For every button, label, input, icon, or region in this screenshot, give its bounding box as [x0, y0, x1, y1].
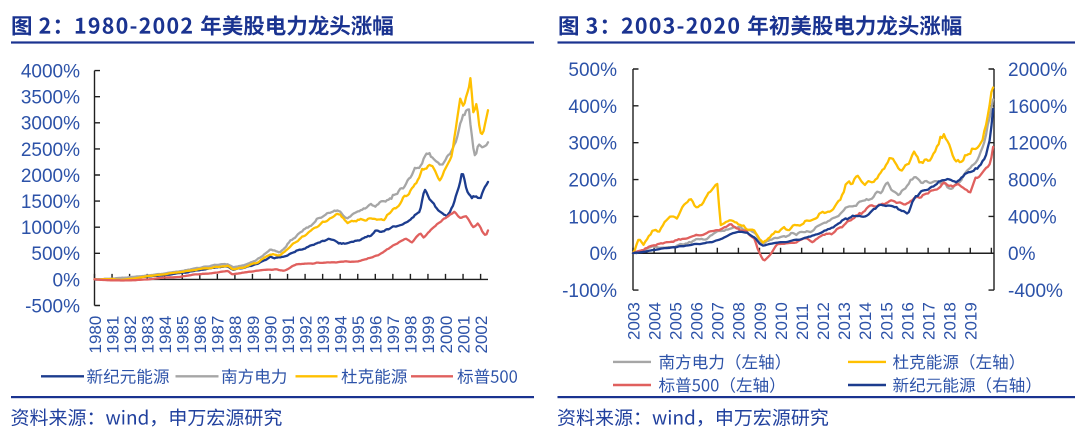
- svg-text:100%: 100%: [568, 207, 617, 228]
- svg-text:-500%: -500%: [25, 296, 80, 317]
- svg-text:1996: 1996: [367, 316, 386, 354]
- svg-text:-100%: -100%: [562, 281, 617, 302]
- svg-text:2015: 2015: [877, 302, 896, 340]
- svg-text:0%: 0%: [1008, 244, 1036, 265]
- svg-text:1986: 1986: [191, 316, 210, 354]
- svg-text:400%: 400%: [568, 97, 617, 118]
- svg-text:1987: 1987: [209, 316, 228, 354]
- svg-text:2013: 2013: [835, 302, 854, 340]
- svg-text:2016: 2016: [898, 302, 917, 340]
- svg-text:1982: 1982: [121, 316, 140, 354]
- svg-text:1988: 1988: [226, 316, 245, 354]
- svg-text:1993: 1993: [314, 316, 333, 354]
- svg-text:1997: 1997: [384, 316, 403, 354]
- svg-text:-400%: -400%: [1008, 281, 1063, 302]
- svg-text:1500%: 1500%: [21, 192, 80, 213]
- svg-text:2005: 2005: [667, 302, 686, 340]
- svg-text:2006: 2006: [688, 302, 707, 340]
- svg-text:1983: 1983: [139, 316, 158, 354]
- svg-text:0%: 0%: [53, 270, 81, 291]
- svg-text:2002: 2002: [472, 316, 491, 354]
- svg-text:0%: 0%: [590, 244, 618, 265]
- svg-text:4000%: 4000%: [21, 62, 80, 83]
- svg-text:1994: 1994: [332, 316, 351, 354]
- svg-text:2014: 2014: [856, 302, 875, 340]
- svg-text:500%: 500%: [31, 244, 80, 265]
- svg-text:1999: 1999: [419, 316, 438, 354]
- svg-text:2004: 2004: [645, 302, 664, 340]
- svg-text:3000%: 3000%: [21, 114, 80, 135]
- svg-text:1991: 1991: [279, 316, 298, 354]
- svg-text:2007: 2007: [709, 302, 728, 340]
- svg-text:1980: 1980: [86, 316, 105, 354]
- svg-text:2001: 2001: [454, 316, 473, 354]
- svg-text:2000: 2000: [437, 316, 456, 354]
- svg-text:1981: 1981: [103, 316, 122, 354]
- svg-text:500%: 500%: [568, 60, 617, 81]
- svg-text:2000%: 2000%: [1008, 60, 1067, 81]
- svg-text:2008: 2008: [730, 302, 749, 340]
- svg-text:2012: 2012: [814, 302, 833, 340]
- svg-text:2010: 2010: [772, 302, 791, 340]
- svg-text:400%: 400%: [1008, 207, 1057, 228]
- svg-text:2500%: 2500%: [21, 140, 80, 161]
- svg-text:2009: 2009: [751, 302, 770, 340]
- svg-text:1992: 1992: [296, 316, 315, 354]
- svg-text:2003: 2003: [624, 302, 643, 340]
- svg-text:1985: 1985: [174, 316, 193, 354]
- svg-text:2017: 2017: [919, 302, 938, 340]
- svg-text:1200%: 1200%: [1008, 134, 1067, 155]
- svg-text:2000%: 2000%: [21, 166, 80, 187]
- svg-text:2018: 2018: [941, 302, 960, 340]
- svg-text:200%: 200%: [568, 171, 617, 192]
- svg-text:1989: 1989: [244, 316, 263, 354]
- svg-text:2011: 2011: [793, 303, 812, 340]
- svg-text:1990: 1990: [261, 316, 280, 354]
- svg-text:1998: 1998: [402, 316, 421, 354]
- svg-text:300%: 300%: [568, 134, 617, 155]
- svg-text:3500%: 3500%: [21, 88, 80, 109]
- svg-text:2019: 2019: [962, 302, 981, 340]
- svg-text:1984: 1984: [156, 316, 175, 354]
- svg-text:1000%: 1000%: [21, 218, 80, 239]
- svg-text:800%: 800%: [1008, 171, 1057, 192]
- svg-text:1995: 1995: [349, 316, 368, 354]
- svg-text:1600%: 1600%: [1008, 97, 1067, 118]
